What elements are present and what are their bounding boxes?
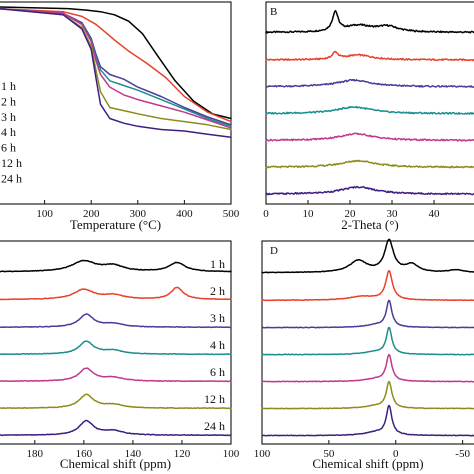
series-line <box>0 340 232 356</box>
legend-label: 1 h <box>210 257 225 271</box>
series-line <box>0 367 232 383</box>
series-line <box>265 185 474 196</box>
series-line <box>261 299 474 329</box>
x-tick-label: 50 <box>323 448 335 460</box>
series-line <box>261 353 474 383</box>
x-tick-label: 100 <box>36 208 53 220</box>
series-line <box>0 7 232 123</box>
x-tick-label: 100 <box>254 448 271 460</box>
series-line <box>0 7 232 129</box>
series-line <box>0 393 232 410</box>
series-line <box>265 105 474 115</box>
series-line <box>261 238 474 274</box>
legend-label: 3 h <box>210 311 225 325</box>
series-line <box>0 7 232 126</box>
x-axis-label: Temperature (°C) <box>70 217 161 232</box>
legend-label: 6 h <box>1 141 16 155</box>
x-tick-label: 20 <box>345 208 357 220</box>
legend-label: 24 h <box>1 171 22 185</box>
series-line <box>261 380 474 410</box>
series-line <box>0 313 232 329</box>
legend-label: 4 h <box>210 338 225 352</box>
series-line <box>0 419 232 437</box>
x-tick-label: 500 <box>223 208 240 220</box>
x-tick-label: -50 <box>455 448 470 460</box>
x-tick-label: 0 <box>263 208 269 220</box>
legend-label: 6 h <box>210 365 225 379</box>
x-tick-label: 40 <box>429 208 441 220</box>
series-line <box>261 326 474 356</box>
legend-label: 2 h <box>210 284 225 298</box>
series-line <box>265 9 474 34</box>
series-line <box>261 270 474 302</box>
panel-c: 180 160 140 120 100 Chemical shift (ppm) 1 h 2 … <box>0 240 240 471</box>
x-tick-label: 100 <box>223 448 240 460</box>
series-line <box>265 78 474 88</box>
series-line <box>265 50 474 62</box>
x-tick-label: 200 <box>83 208 100 220</box>
legend-label: 4 h <box>1 125 16 139</box>
x-tick-label: 0 <box>393 448 399 460</box>
x-tick-label: 160 <box>76 448 93 460</box>
panel-a: 100 200 300 400 500 Temperature (°C) 1 h2 h 3 h… <box>0 1 240 232</box>
legend-label: 1 h <box>1 79 16 93</box>
x-axis-label: 2-Theta (°) <box>341 217 399 232</box>
legend-label: 2 h <box>1 94 16 108</box>
plot-frame <box>0 1 232 205</box>
x-tick-label: 120 <box>174 448 191 460</box>
panel-b: 0 10 20 30 40 2-Theta (°) B <box>263 1 474 232</box>
series-line <box>265 132 474 142</box>
series-line <box>0 259 232 273</box>
x-axis-label: Chemical shift (ppm) <box>60 456 171 471</box>
series-line <box>261 404 474 437</box>
x-tick-label: 30 <box>387 208 399 220</box>
series-line <box>0 286 232 301</box>
legend-label: 3 h <box>1 110 16 124</box>
x-tick-label: 180 <box>27 448 44 460</box>
series-line <box>0 6 232 120</box>
plot-frame <box>0 240 232 445</box>
x-tick-label: 400 <box>176 208 193 220</box>
x-tick-label: 10 <box>303 208 315 220</box>
legend-label: 12 h <box>204 392 225 406</box>
plot-frame <box>261 240 474 445</box>
panel-letter: B <box>270 6 277 18</box>
x-tick-label: 140 <box>125 448 142 460</box>
x-tick-label: 300 <box>130 208 147 220</box>
panel-d: 100 50 0 -50 Chemical shift (ppm) D <box>254 238 474 471</box>
series-line <box>0 8 232 139</box>
plot-frame <box>265 1 474 205</box>
legend-label: 12 h <box>1 156 22 170</box>
series-line <box>0 8 232 131</box>
series-line <box>265 159 474 169</box>
panel-letter: D <box>270 245 278 257</box>
x-axis-label: Chemical shift (ppm) <box>312 456 423 471</box>
legend-label: 24 h <box>204 419 225 433</box>
